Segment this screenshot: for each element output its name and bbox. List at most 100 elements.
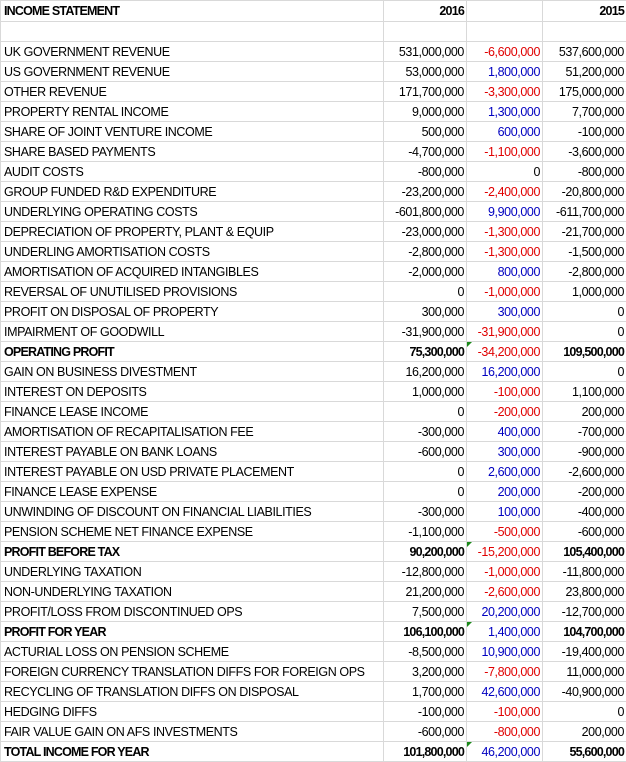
value-2016[interactable]: -31,900,000 [383, 321, 467, 342]
value-2015[interactable]: 55,600,000 [542, 741, 626, 762]
value-diff[interactable]: 1,800,000 [466, 61, 543, 82]
sheet-title[interactable]: INCOME STATEMENT [0, 0, 384, 22]
value-2015[interactable]: 0 [542, 361, 626, 382]
value-diff[interactable]: -15,200,000 [466, 541, 543, 562]
value-2015[interactable]: 175,000,000 [542, 81, 626, 102]
value-diff[interactable]: -1,300,000 [466, 221, 543, 242]
row-label[interactable]: TOTAL INCOME FOR YEAR [0, 741, 384, 762]
value-2015[interactable]: 1,100,000 [542, 381, 626, 402]
row-label[interactable]: UNDERLYING TAXATION [0, 561, 384, 582]
value-2016[interactable]: 0 [383, 401, 467, 422]
value-2016[interactable]: 0 [383, 281, 467, 302]
value-diff[interactable]: 600,000 [466, 121, 543, 142]
row-label[interactable]: GROUP FUNDED R&D EXPENDITURE [0, 181, 384, 202]
value-2015[interactable]: 0 [542, 321, 626, 342]
value-2015[interactable]: 200,000 [542, 401, 626, 422]
value-2016[interactable]: -2,000,000 [383, 261, 467, 282]
value-2016[interactable]: -600,000 [383, 721, 467, 742]
row-label[interactable]: FINANCE LEASE INCOME [0, 401, 384, 422]
value-diff[interactable]: 200,000 [466, 481, 543, 502]
row-label[interactable]: INTEREST PAYABLE ON BANK LOANS [0, 441, 384, 462]
row-label[interactable]: NON-UNDERLYING TAXATION [0, 581, 384, 602]
row-label[interactable]: AMORTISATION OF RECAPITALISATION FEE [0, 421, 384, 442]
row-label[interactable]: PENSION SCHEME NET FINANCE EXPENSE [0, 521, 384, 542]
value-2015[interactable]: 23,800,000 [542, 581, 626, 602]
value-diff[interactable]: 0 [466, 161, 543, 182]
value-diff[interactable]: -34,200,000 [466, 341, 543, 362]
value-2016[interactable]: 300,000 [383, 301, 467, 322]
value-2016[interactable]: -300,000 [383, 501, 467, 522]
value-2015[interactable]: 104,700,000 [542, 621, 626, 642]
header-2015[interactable]: 2015 [542, 0, 626, 22]
value-2016[interactable]: 0 [383, 481, 467, 502]
value-2016[interactable]: 1,000,000 [383, 381, 467, 402]
value-2016[interactable]: -23,200,000 [383, 181, 467, 202]
value-2015[interactable]: -1,500,000 [542, 241, 626, 262]
value-2016[interactable]: -2,800,000 [383, 241, 467, 262]
value-2016[interactable]: 90,200,000 [383, 541, 467, 562]
value-2015[interactable]: -200,000 [542, 481, 626, 502]
value-2016[interactable]: 531,000,000 [383, 41, 467, 62]
value-diff[interactable]: -800,000 [466, 721, 543, 742]
value-2016[interactable]: 106,100,000 [383, 621, 467, 642]
value-2015[interactable]: -40,900,000 [542, 681, 626, 702]
value-2015[interactable]: 7,700,000 [542, 101, 626, 122]
row-label[interactable]: OPERATING PROFIT [0, 341, 384, 362]
row-label[interactable]: AUDIT COSTS [0, 161, 384, 182]
value-2015[interactable]: -21,700,000 [542, 221, 626, 242]
row-label[interactable]: SHARE OF JOINT VENTURE INCOME [0, 121, 384, 142]
value-2015[interactable]: -2,600,000 [542, 461, 626, 482]
value-diff[interactable]: -1,300,000 [466, 241, 543, 262]
value-diff[interactable]: 1,300,000 [466, 101, 543, 122]
row-label[interactable]: ACTURIAL LOSS ON PENSION SCHEME [0, 641, 384, 662]
value-2016[interactable]: 9,000,000 [383, 101, 467, 122]
row-label[interactable]: SHARE BASED PAYMENTS [0, 141, 384, 162]
row-label[interactable]: HEDGING DIFFS [0, 701, 384, 722]
value-2016[interactable]: 500,000 [383, 121, 467, 142]
value-2015[interactable]: 0 [542, 301, 626, 322]
value-2015[interactable]: 11,000,000 [542, 661, 626, 682]
value-2016[interactable]: 7,500,000 [383, 601, 467, 622]
value-diff[interactable]: 9,900,000 [466, 201, 543, 222]
cell[interactable] [383, 21, 467, 42]
value-2016[interactable]: 1,700,000 [383, 681, 467, 702]
value-diff[interactable]: -31,900,000 [466, 321, 543, 342]
value-diff[interactable]: 46,200,000 [466, 741, 543, 762]
row-label[interactable]: OTHER REVENUE [0, 81, 384, 102]
value-diff[interactable]: -100,000 [466, 701, 543, 722]
row-label[interactable]: FOREIGN CURRENCY TRANSLATION DIFFS FOR F… [0, 661, 384, 682]
row-label[interactable]: PROFIT ON DISPOSAL OF PROPERTY [0, 301, 384, 322]
value-2016[interactable]: -4,700,000 [383, 141, 467, 162]
row-label[interactable]: UNDERLING AMORTISATION COSTS [0, 241, 384, 262]
value-2016[interactable]: 21,200,000 [383, 581, 467, 602]
value-diff[interactable]: 20,200,000 [466, 601, 543, 622]
value-2015[interactable]: -12,700,000 [542, 601, 626, 622]
row-label[interactable]: IMPAIRMENT OF GOODWILL [0, 321, 384, 342]
row-label[interactable]: INTEREST PAYABLE ON USD PRIVATE PLACEMEN… [0, 461, 384, 482]
value-diff[interactable]: 400,000 [466, 421, 543, 442]
row-label[interactable]: GAIN ON BUSINESS DIVESTMENT [0, 361, 384, 382]
value-2016[interactable]: -23,000,000 [383, 221, 467, 242]
row-label[interactable]: FAIR VALUE GAIN ON AFS INVESTMENTS [0, 721, 384, 742]
value-diff[interactable]: 10,900,000 [466, 641, 543, 662]
value-diff[interactable]: 2,600,000 [466, 461, 543, 482]
value-2016[interactable]: 3,200,000 [383, 661, 467, 682]
cell[interactable] [0, 21, 384, 42]
value-2016[interactable]: -12,800,000 [383, 561, 467, 582]
value-2016[interactable]: -1,100,000 [383, 521, 467, 542]
value-diff[interactable]: 16,200,000 [466, 361, 543, 382]
row-label[interactable]: PROFIT BEFORE TAX [0, 541, 384, 562]
value-2015[interactable]: 200,000 [542, 721, 626, 742]
value-2015[interactable]: 109,500,000 [542, 341, 626, 362]
value-2015[interactable]: -2,800,000 [542, 261, 626, 282]
row-label[interactable]: PROPERTY RENTAL INCOME [0, 101, 384, 122]
row-label[interactable]: FINANCE LEASE EXPENSE [0, 481, 384, 502]
value-diff[interactable]: -100,000 [466, 381, 543, 402]
value-2016[interactable]: -600,000 [383, 441, 467, 462]
row-label[interactable]: PROFIT/LOSS FROM DISCONTINUED OPS [0, 601, 384, 622]
value-2015[interactable]: -11,800,000 [542, 561, 626, 582]
value-diff[interactable]: -1,100,000 [466, 141, 543, 162]
row-label[interactable]: UNWINDING OF DISCOUNT ON FINANCIAL LIABI… [0, 501, 384, 522]
value-2016[interactable]: 0 [383, 461, 467, 482]
value-2015[interactable]: -800,000 [542, 161, 626, 182]
